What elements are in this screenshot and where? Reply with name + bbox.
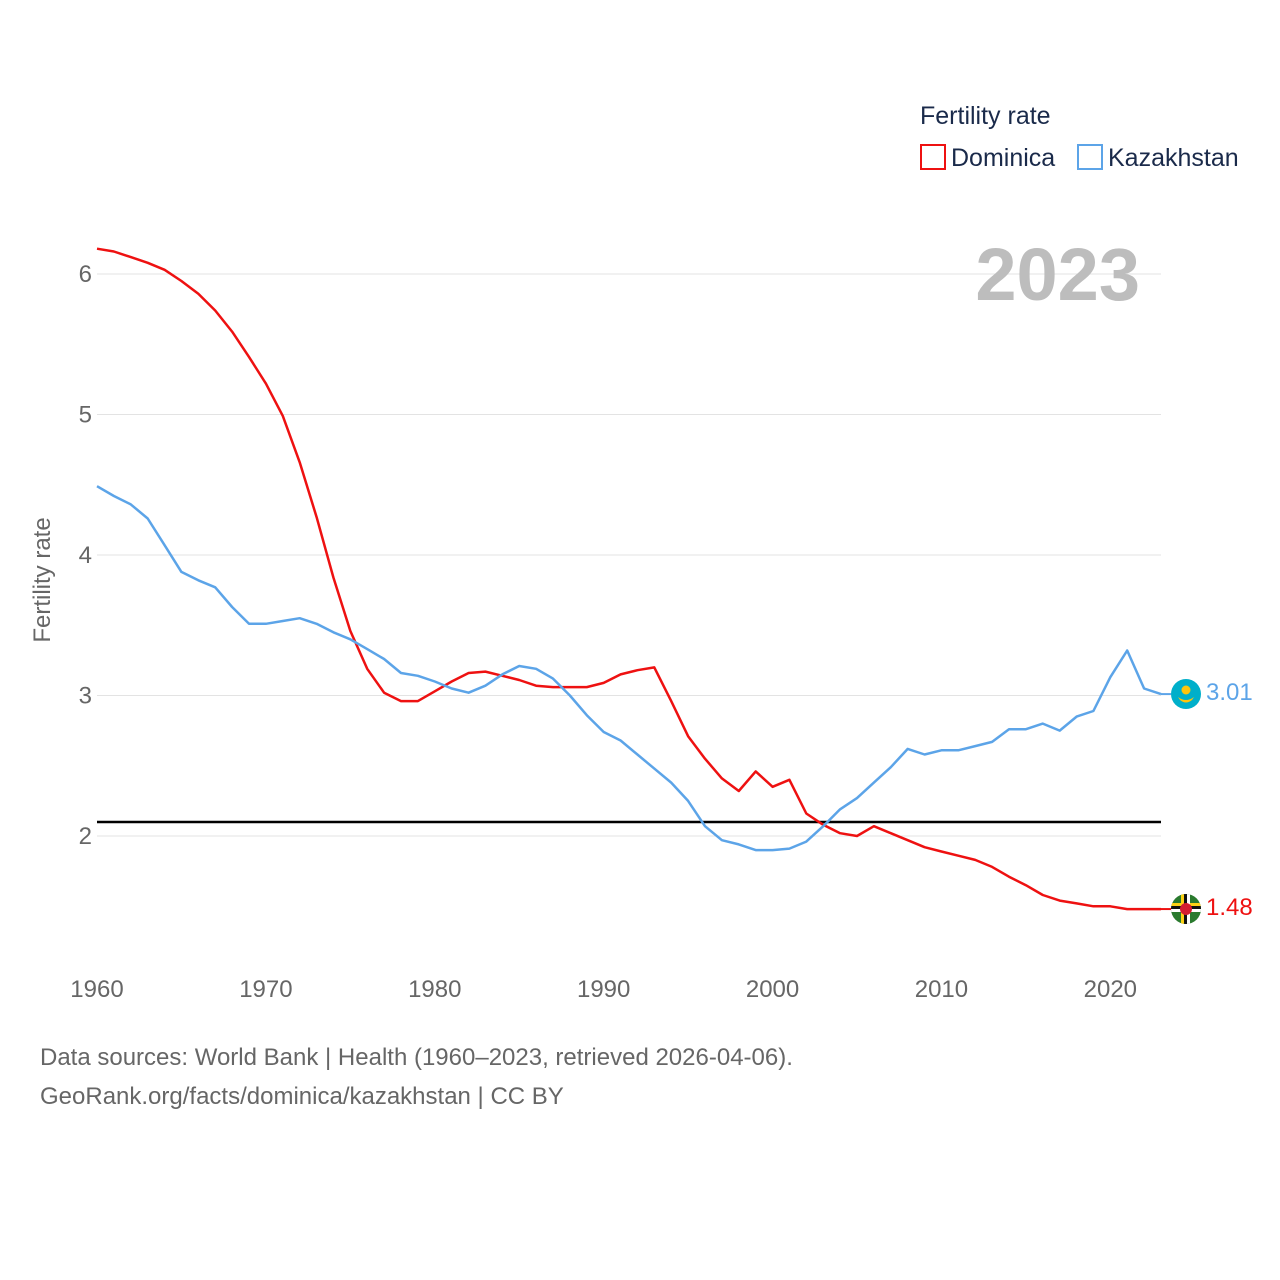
x-tick-label: 1970 [239,976,292,1003]
legend-swatch-kazakhstan [1077,144,1103,170]
footer-sources: Data sources: World Bank | Health (1960–… [40,1044,793,1071]
y-tick-label: 5 [79,402,92,429]
x-tick-label: 2020 [1084,976,1137,1003]
x-tick-label: 1990 [577,976,630,1003]
kazakhstan-flag-eagle [1178,697,1194,703]
series-lines [96,247,1171,911]
x-tick-label: 1980 [408,976,461,1003]
legend-title: Fertility rate [920,102,1051,130]
gridlines [97,273,1161,837]
legend-swatch-dominica [920,144,946,170]
x-tick-label: 1960 [70,976,123,1003]
legend-label-dominica: Dominica [951,144,1055,172]
legend-item-dominica[interactable]: Dominica [920,144,1055,172]
kazakhstan-flag-sun [1181,685,1191,695]
y-axis-ticks: 2 3 4 5 6 [79,261,92,850]
y-tick-label: 6 [79,261,92,288]
y-axis-title: Fertility rate [29,517,56,642]
x-axis-ticks: 1960 1970 1980 1990 2000 2010 2020 [70,976,1137,1003]
year-label: 2023 [975,233,1140,316]
legend: Fertility rate Dominica Kazakhstan [920,102,1239,172]
y-tick-label: 3 [79,683,92,710]
y-tick-label: 2 [79,823,92,850]
legend-label-kazakhstan: Kazakhstan [1108,144,1239,172]
x-tick-label: 2000 [746,976,799,1003]
series-line-dominica [96,247,1161,911]
dominica-flag-disc [1180,903,1192,915]
dominica-flag-icon [1171,894,1201,924]
y-tick-label: 4 [79,542,92,569]
x-tick-label: 2010 [915,976,968,1003]
kazakhstan-flag-icon [1171,679,1201,709]
end-value-kazakhstan: 3.01 [1206,679,1253,706]
legend-item-kazakhstan[interactable]: Kazakhstan [1077,144,1239,172]
series-line-kazakhstan [96,485,1162,852]
end-markers: 3.01 1.48 [1171,679,1253,924]
end-value-dominica: 1.48 [1206,894,1253,921]
footer-link[interactable]: GeoRank.org/facts/dominica/kazakhstan | … [40,1083,564,1110]
